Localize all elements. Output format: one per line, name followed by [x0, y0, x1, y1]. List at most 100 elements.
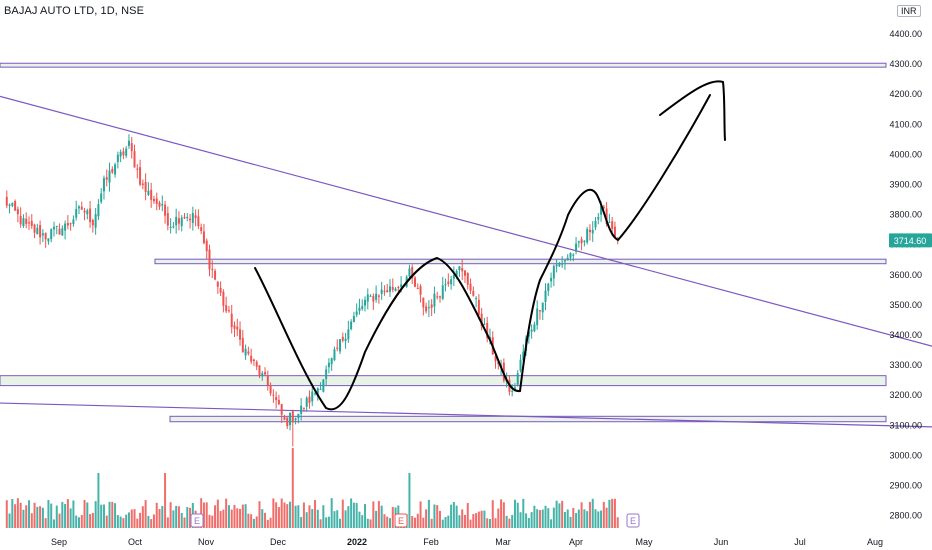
candle-body	[541, 302, 544, 313]
volume-bar	[500, 499, 503, 528]
candle-body	[475, 297, 478, 299]
volume-bar	[277, 507, 280, 528]
volume-bar	[216, 499, 219, 528]
freehand-path[interactable]	[254, 94, 711, 411]
candle	[33, 223, 36, 239]
volume-bar	[202, 502, 205, 528]
candle	[469, 278, 472, 295]
volume-bar	[133, 509, 136, 528]
volume-bar	[461, 509, 464, 528]
candle-body	[358, 307, 361, 312]
candle	[191, 206, 194, 231]
candle-body	[386, 290, 389, 293]
candle-body	[133, 151, 136, 168]
candle	[97, 199, 100, 221]
candle-body	[594, 220, 597, 228]
candle-body	[80, 206, 83, 210]
candle	[308, 390, 311, 409]
volume-bar	[358, 511, 361, 528]
volume-bar	[450, 504, 453, 528]
candle-body	[597, 217, 600, 220]
candle	[77, 204, 80, 215]
volume-bar	[177, 506, 180, 528]
candle-body	[177, 218, 180, 224]
arrow-head-path[interactable]	[659, 80, 726, 141]
candle	[11, 202, 14, 208]
candle	[297, 413, 300, 424]
trendline[interactable]	[0, 402, 932, 428]
candle	[205, 238, 208, 260]
volume-bar	[538, 510, 541, 528]
volume-bar	[436, 505, 439, 528]
volume-bar	[69, 508, 72, 528]
candle-body	[447, 281, 450, 284]
volume-bar	[558, 503, 561, 528]
candle	[425, 302, 428, 314]
candle-body	[197, 216, 200, 227]
volume-bar	[569, 516, 572, 528]
volume-bar	[283, 502, 286, 528]
volume-bar	[86, 502, 89, 528]
candle-body	[102, 178, 105, 192]
volume-bar	[75, 515, 78, 528]
candle-body	[225, 305, 228, 312]
volume-bar	[291, 448, 294, 528]
candle	[369, 294, 372, 297]
candle	[89, 200, 92, 228]
candle-body	[494, 356, 497, 362]
event-marker-box	[190, 513, 204, 528]
candle-body	[166, 213, 169, 226]
support-resistance-zone[interactable]	[0, 375, 887, 387]
currency-label[interactable]: INR	[897, 5, 921, 17]
candle	[141, 179, 144, 190]
volume-bar	[241, 504, 244, 528]
x-tick-label: Sep	[51, 537, 67, 547]
candle-body	[352, 315, 355, 323]
event-marker[interactable]: E	[190, 513, 204, 528]
volume-bar	[286, 504, 289, 528]
volume-bar	[114, 503, 117, 528]
candle	[380, 281, 383, 300]
volume-bar	[214, 505, 217, 528]
volume-bar	[466, 502, 469, 528]
event-marker[interactable]: E	[626, 513, 640, 528]
candle	[364, 296, 367, 312]
candle-body	[547, 283, 550, 291]
volume-bar	[541, 509, 544, 528]
volume-bar	[41, 507, 44, 528]
event-marker[interactable]: E	[394, 513, 408, 528]
freehand-drawing	[254, 80, 726, 411]
candle	[222, 289, 225, 313]
volume-bar	[186, 507, 189, 528]
candle-body	[77, 206, 80, 209]
volume-bar	[513, 499, 516, 528]
candle-body	[194, 215, 197, 218]
candle	[275, 391, 278, 409]
volume-bar	[355, 502, 358, 528]
trendline[interactable]	[0, 95, 932, 347]
support-resistance-zone[interactable]	[154, 258, 887, 265]
volume-bar	[602, 501, 605, 528]
candle-body	[294, 418, 297, 421]
candle	[161, 195, 164, 212]
candle	[272, 389, 275, 403]
volume-bar	[8, 513, 11, 528]
volume-bar	[169, 502, 172, 528]
candle	[286, 417, 289, 430]
support-resistance-zone[interactable]	[0, 62, 887, 68]
candle-body	[586, 228, 589, 243]
volume-bar	[230, 509, 233, 528]
volume-bar	[161, 505, 164, 528]
candle-body	[355, 311, 358, 315]
candle	[108, 162, 111, 192]
candle-body	[186, 216, 189, 219]
candle	[91, 218, 94, 233]
candle-body	[613, 226, 616, 239]
volume-bar	[566, 509, 569, 528]
candle	[430, 299, 433, 317]
candle	[597, 213, 600, 225]
candle-body	[14, 201, 17, 211]
candle	[52, 221, 55, 237]
